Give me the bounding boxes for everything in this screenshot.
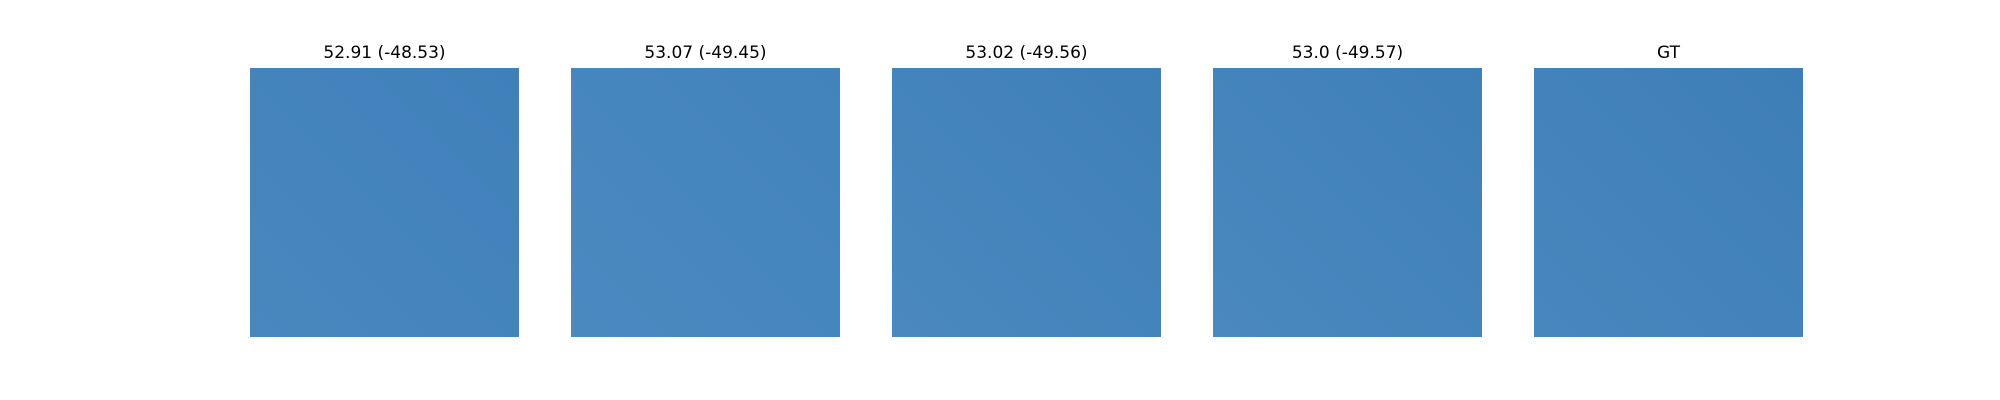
panel-image: [1534, 68, 1803, 337]
panel-image: [892, 68, 1161, 337]
panel-4: 53.0 (-49.57): [1213, 0, 1482, 400]
panel-3: 53.02 (-49.56): [892, 0, 1161, 400]
panel-image: [1213, 68, 1482, 337]
panel-image: [250, 68, 519, 337]
panel-5: GT: [1534, 0, 1803, 400]
panel-1: 52.91 (-48.53): [250, 0, 519, 400]
panel-title: GT: [1657, 43, 1680, 63]
panel-image: [571, 68, 840, 337]
panel-title: 53.07 (-49.45): [644, 43, 767, 63]
panel-title: 53.0 (-49.57): [1291, 43, 1404, 63]
panel-title: 52.91 (-48.53): [323, 43, 446, 63]
panel-title: 53.02 (-49.56): [965, 43, 1088, 63]
panel-2: 53.07 (-49.45): [571, 0, 840, 400]
